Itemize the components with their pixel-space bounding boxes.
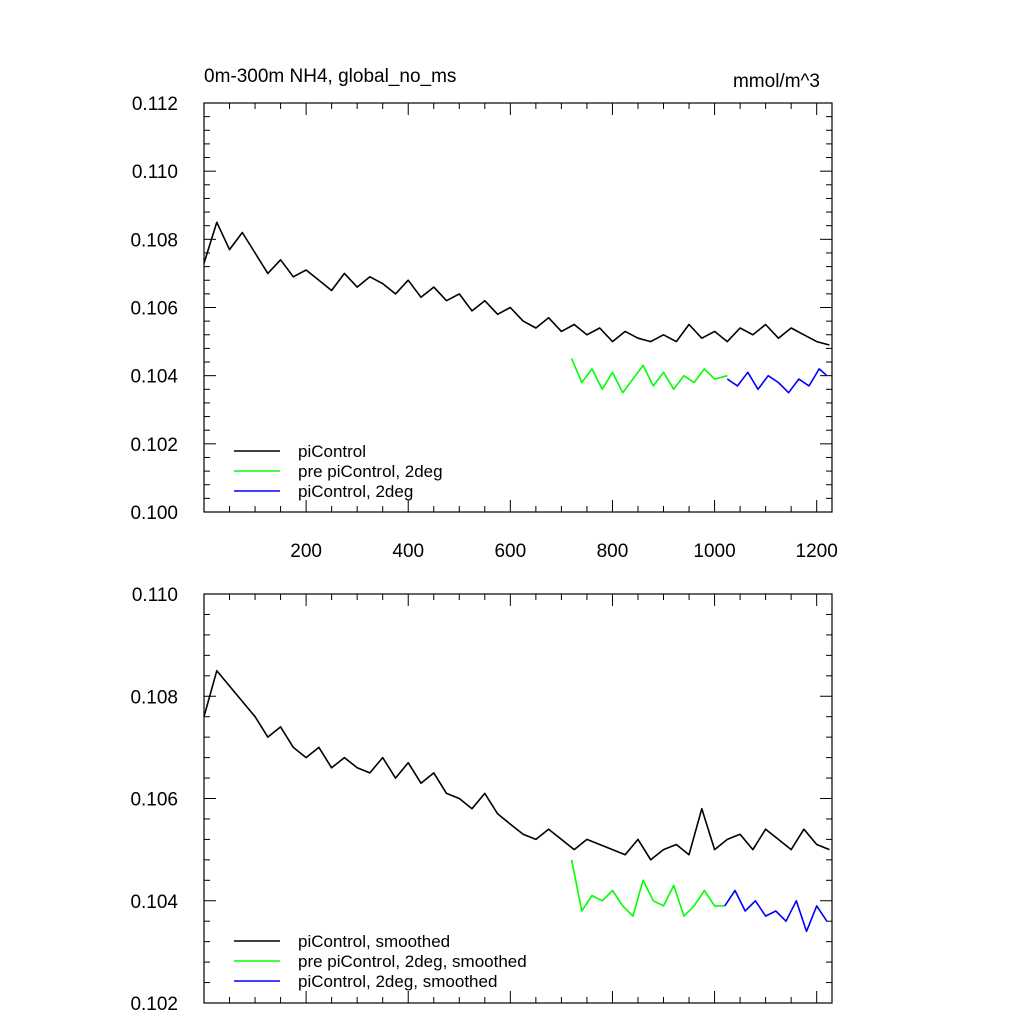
y-tick-label: 0.104 [130,892,178,913]
y-tick-label: 0.110 [132,585,178,606]
y-tick-label: 0.106 [130,790,178,811]
y-tick-label: 0.106 [130,299,178,320]
series-line-1 [203,669,830,861]
x-tick-label: 200 [290,541,322,562]
legend-label: piControl, smoothed [298,932,450,951]
y-tick-label: 0.112 [132,94,178,115]
y-tick-label: 0.102 [130,994,178,1015]
bottom-panel: 0.102 0.104 0.106 0.108 0.110 piControl, smoo… [130,585,833,1015]
series-line-2 [570,859,725,917]
y-tick-label: 0.100 [130,503,178,524]
x-tick-label: 1000 [693,541,735,562]
x-tick-label: 400 [392,541,424,562]
y-tick-label: 0.102 [130,435,178,456]
y-tick-label: 0.108 [130,687,178,708]
series-line-3 [726,368,828,394]
legend-label: pre piControl, 2deg, smoothed [298,952,527,971]
series-line-1 [203,221,830,346]
legend-label: piControl, 2deg [298,482,413,501]
y-tick-label: 0.104 [130,367,178,388]
chart-title: 0m-300m NH4, global_no_ms [204,66,456,87]
units-label: mmol/m^3 [733,71,820,92]
legend-label: piControl, 2deg, smoothed [298,972,497,991]
x-tick-label: 600 [494,541,526,562]
x-tick-label: 800 [597,541,629,562]
series-line-2 [570,358,728,394]
x-tick-label: 1200 [796,541,838,562]
y-tick-label: 0.110 [132,162,178,183]
legend-label: piControl [298,442,366,461]
top-panel: 0m-300m NH4, global_no_ms mmol/m^3 200 40… [130,66,837,562]
legend-label: pre piControl, 2deg [298,462,443,481]
y-tick-label: 0.108 [130,230,178,251]
series-line-3 [724,889,828,933]
